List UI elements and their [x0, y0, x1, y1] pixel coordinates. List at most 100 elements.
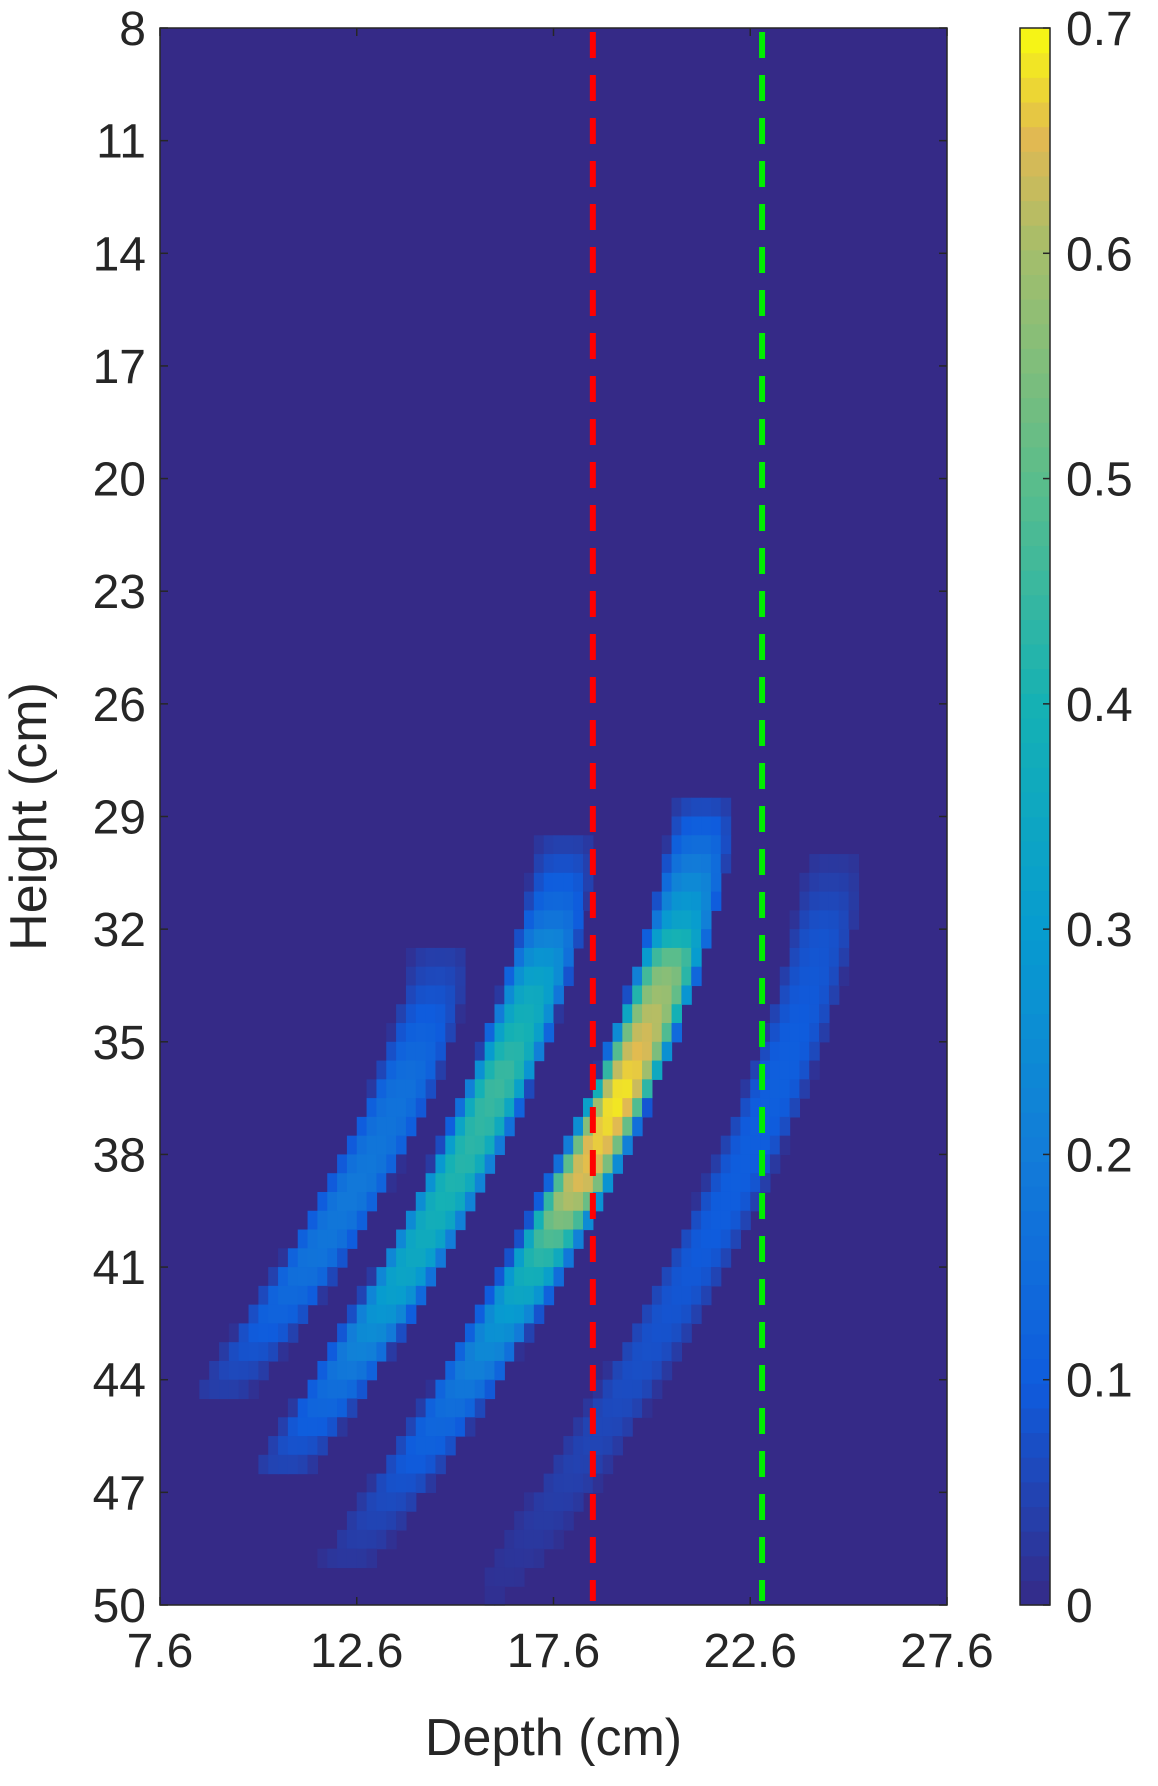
heatmap-cell [642, 1098, 653, 1118]
heatmap-cell [789, 966, 801, 987]
heatmap-cell [533, 966, 545, 987]
heatmap-cell [396, 1004, 407, 1024]
heatmap-cell [809, 1004, 820, 1024]
heatmap-cell [612, 1079, 623, 1099]
heatmap-cell [553, 872, 564, 893]
heatmap-cell [514, 1548, 525, 1569]
heatmap-cell [819, 929, 830, 949]
heatmap-cell [701, 910, 712, 930]
colorbar-frame [1019, 27, 1051, 1606]
heatmap-cell [396, 1285, 407, 1306]
heatmap-cell [455, 1098, 466, 1118]
heatmap-cell [327, 1379, 338, 1400]
heatmap-cell [779, 985, 791, 1005]
heatmap-cell [701, 872, 712, 893]
colorbar-tick-label: 0.3 [1066, 904, 1133, 957]
heatmap-cell [612, 1023, 623, 1043]
heatmap-cell [563, 1248, 574, 1268]
heatmap-cell [376, 1473, 387, 1493]
heatmap-cell [602, 1079, 614, 1099]
heatmap-cell [533, 872, 545, 893]
heatmap-cell [642, 1023, 653, 1043]
heatmap-cell [405, 1492, 417, 1512]
heatmap-cell [396, 1323, 407, 1343]
heatmap-cell [701, 891, 712, 911]
heatmap-cell [642, 966, 653, 987]
colorbar-segment [1020, 1136, 1050, 1163]
heatmap-cell [632, 1060, 643, 1080]
heatmap-cell [386, 1173, 397, 1193]
heatmap-cell [681, 1304, 692, 1324]
heatmap-cell [543, 1267, 555, 1287]
colorbar-segment [1020, 299, 1050, 325]
heatmap-cell [661, 1304, 673, 1324]
heatmap-cell [415, 1417, 427, 1437]
heatmap-cell [514, 1023, 525, 1043]
heatmap-cell [386, 1529, 397, 1550]
heatmap-cell [651, 985, 663, 1005]
heatmap-cell [720, 1191, 732, 1212]
heatmap-cell [681, 797, 692, 818]
heatmap-background [160, 28, 947, 1605]
heatmap-cell [720, 835, 732, 855]
heatmap-cell [287, 1417, 299, 1437]
heatmap-cell [278, 1417, 289, 1437]
heatmap-cell [435, 1248, 446, 1268]
heatmap-cell [750, 1135, 761, 1156]
heatmap-cell [681, 1285, 692, 1306]
heatmap-cell [543, 1191, 555, 1212]
heatmap-cell [317, 1210, 328, 1231]
heatmap-cell [553, 854, 564, 874]
heatmap-cell [327, 1398, 338, 1418]
heatmap-cell [494, 1023, 505, 1043]
heatmap-cell [573, 910, 584, 930]
heatmap-cell [789, 1004, 801, 1024]
heatmap-cell [287, 1304, 299, 1324]
heatmap-cell [504, 1267, 515, 1287]
heatmap-cell [386, 1116, 397, 1137]
heatmap-cell [425, 1079, 437, 1099]
heatmap-cell [769, 1098, 781, 1118]
heatmap-cell [710, 1229, 722, 1249]
heatmap-cell [720, 1229, 732, 1249]
heatmap-cell [337, 1229, 348, 1249]
heatmap-cell [258, 1304, 269, 1324]
heatmap-cell [681, 947, 692, 968]
heatmap-cell [494, 1304, 505, 1324]
colorbar-segment [1020, 717, 1050, 744]
heatmap-cell [661, 947, 673, 968]
heatmap-cell [268, 1342, 279, 1362]
heatmap-cell [307, 1454, 318, 1475]
heatmap-cell [307, 1229, 318, 1249]
colorbar-segment [1020, 988, 1050, 1015]
heatmap-cell [474, 1398, 486, 1418]
heatmap-cell [720, 1154, 732, 1174]
heatmap-cell [307, 1248, 318, 1268]
heatmap-cell [750, 1079, 761, 1099]
heatmap-cell [356, 1492, 368, 1512]
heatmap-cell [799, 1060, 810, 1080]
heatmap-cell [583, 1173, 594, 1193]
heatmap-cell [583, 1135, 594, 1156]
heatmap-cell [523, 1060, 535, 1080]
heatmap-cell [583, 1473, 594, 1493]
heatmap-cell [297, 1398, 309, 1418]
heatmap-cell [425, 1398, 437, 1418]
heatmap-cell [445, 1379, 456, 1400]
heatmap-cell [396, 1079, 407, 1099]
heatmap-cell [356, 1173, 368, 1193]
heatmap-cell [415, 1191, 427, 1212]
heatmap-cell [405, 1060, 417, 1080]
heatmap-cell [405, 1210, 417, 1231]
heatmap-cell [740, 1154, 751, 1174]
heatmap-cell [671, 966, 682, 987]
heatmap-cell [199, 1379, 210, 1400]
heatmap-cell [533, 1248, 545, 1268]
heatmap-cell [435, 1454, 446, 1475]
heatmap-cell [504, 1041, 515, 1062]
heatmap-cell [464, 1173, 476, 1193]
heatmap-cell [553, 1248, 564, 1268]
heatmap-cell [543, 1229, 555, 1249]
heatmap-cell [514, 1041, 525, 1062]
heatmap-cell [651, 1342, 663, 1362]
